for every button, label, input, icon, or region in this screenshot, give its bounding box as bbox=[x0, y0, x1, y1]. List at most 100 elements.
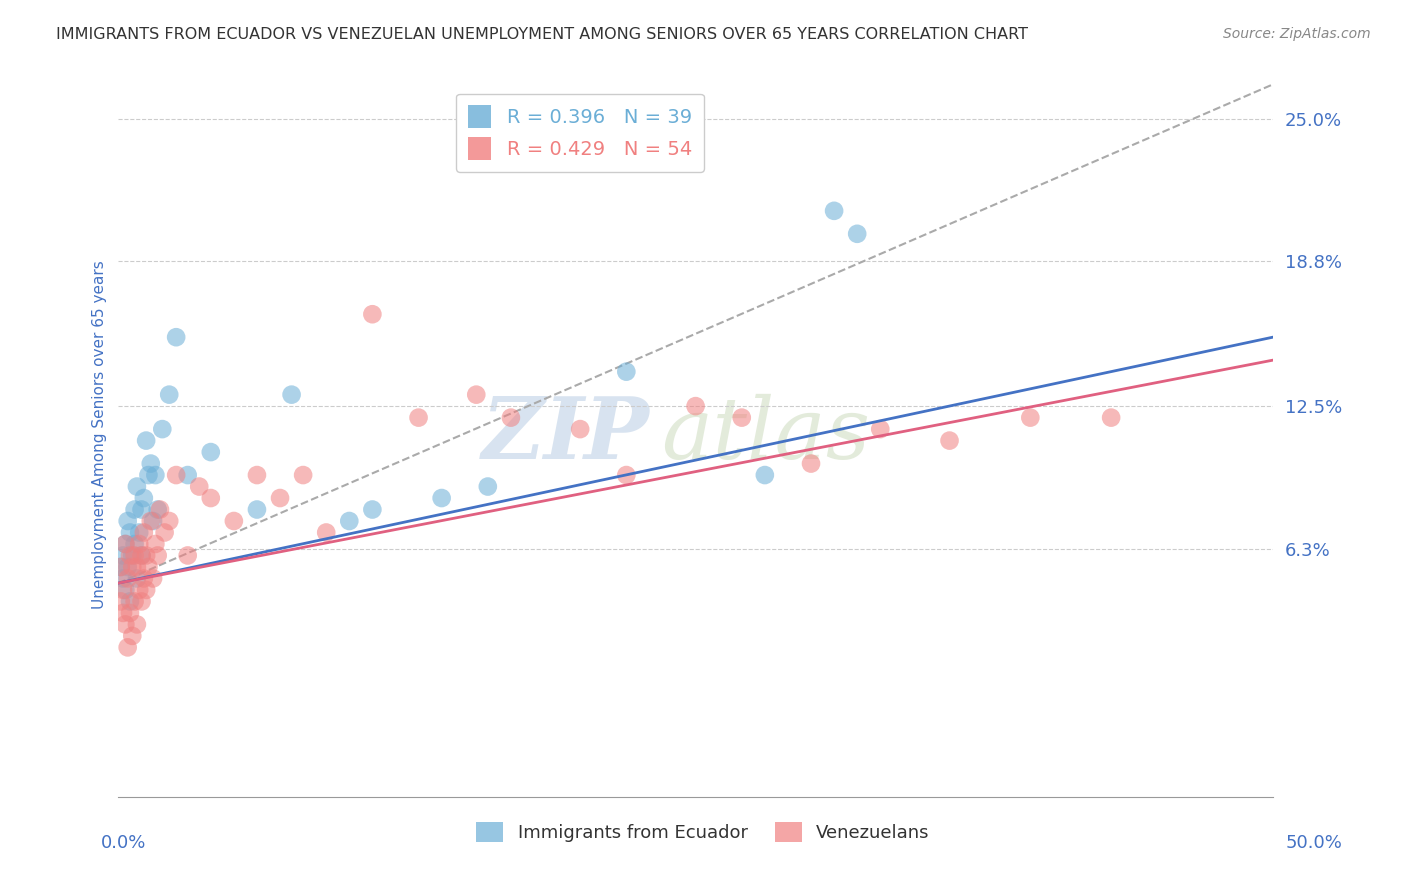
Point bbox=[150, 422, 173, 436]
Text: atlas: atlas bbox=[661, 393, 870, 476]
Point bbox=[246, 502, 269, 516]
Point bbox=[222, 514, 245, 528]
Point bbox=[614, 365, 637, 379]
Point bbox=[110, 560, 132, 574]
Point bbox=[117, 514, 139, 528]
Point bbox=[869, 422, 891, 436]
Point bbox=[165, 330, 187, 344]
Point bbox=[124, 594, 146, 608]
Point bbox=[292, 468, 315, 483]
Point bbox=[125, 560, 148, 574]
Point bbox=[112, 549, 135, 563]
Point bbox=[139, 514, 162, 528]
Point bbox=[800, 457, 823, 471]
Point bbox=[280, 387, 302, 401]
Point bbox=[110, 594, 132, 608]
Point bbox=[135, 582, 157, 597]
Point bbox=[145, 537, 167, 551]
Point bbox=[135, 434, 157, 448]
Point bbox=[157, 387, 180, 401]
Point bbox=[337, 514, 360, 528]
Point bbox=[132, 491, 155, 505]
Point bbox=[131, 549, 153, 563]
Point bbox=[138, 468, 160, 483]
Point bbox=[114, 582, 136, 597]
Point bbox=[846, 227, 869, 241]
Point bbox=[569, 422, 592, 436]
Point bbox=[188, 479, 211, 493]
Point bbox=[112, 571, 135, 585]
Point bbox=[124, 502, 146, 516]
Point bbox=[176, 468, 198, 483]
Point bbox=[149, 502, 172, 516]
Point bbox=[200, 491, 222, 505]
Point bbox=[731, 410, 754, 425]
Point bbox=[121, 560, 143, 574]
Point bbox=[200, 445, 222, 459]
Point bbox=[176, 549, 198, 563]
Point bbox=[118, 606, 141, 620]
Point bbox=[269, 491, 291, 505]
Point bbox=[131, 549, 153, 563]
Point bbox=[315, 525, 337, 540]
Point bbox=[477, 479, 499, 493]
Point bbox=[938, 434, 960, 448]
Point bbox=[124, 549, 146, 563]
Point bbox=[1099, 410, 1122, 425]
Point bbox=[132, 525, 155, 540]
Point bbox=[246, 468, 269, 483]
Point bbox=[142, 514, 165, 528]
Legend: Immigrants from Ecuador, Venezuelans: Immigrants from Ecuador, Venezuelans bbox=[470, 814, 936, 849]
Point bbox=[142, 571, 165, 585]
Y-axis label: Unemployment Among Seniors over 65 years: Unemployment Among Seniors over 65 years bbox=[93, 260, 107, 609]
Point bbox=[117, 571, 139, 585]
Point bbox=[361, 307, 384, 321]
Point bbox=[125, 479, 148, 493]
Text: 50.0%: 50.0% bbox=[1286, 834, 1343, 852]
Point bbox=[131, 594, 153, 608]
Point bbox=[430, 491, 453, 505]
Point bbox=[128, 525, 150, 540]
Point bbox=[125, 617, 148, 632]
Point bbox=[112, 582, 135, 597]
Point bbox=[754, 468, 776, 483]
Point bbox=[117, 640, 139, 655]
Point bbox=[153, 525, 176, 540]
Point bbox=[139, 457, 162, 471]
Point bbox=[121, 629, 143, 643]
Text: ZIP: ZIP bbox=[481, 393, 650, 476]
Point bbox=[408, 410, 430, 425]
Text: IMMIGRANTS FROM ECUADOR VS VENEZUELAN UNEMPLOYMENT AMONG SENIORS OVER 65 YEARS C: IMMIGRANTS FROM ECUADOR VS VENEZUELAN UN… bbox=[56, 27, 1028, 42]
Text: Source: ZipAtlas.com: Source: ZipAtlas.com bbox=[1223, 27, 1371, 41]
Point bbox=[165, 468, 187, 483]
Point bbox=[157, 514, 180, 528]
Point bbox=[138, 560, 160, 574]
Point bbox=[124, 537, 146, 551]
Point bbox=[823, 203, 845, 218]
Point bbox=[110, 560, 132, 574]
Point bbox=[118, 549, 141, 563]
Point bbox=[614, 468, 637, 483]
Point bbox=[132, 571, 155, 585]
Point bbox=[114, 537, 136, 551]
Point bbox=[146, 502, 169, 516]
Point bbox=[125, 571, 148, 585]
Point bbox=[1019, 410, 1042, 425]
Point bbox=[128, 582, 150, 597]
Point bbox=[146, 549, 169, 563]
Point bbox=[118, 594, 141, 608]
Point bbox=[114, 617, 136, 632]
Point bbox=[128, 537, 150, 551]
Point bbox=[499, 410, 522, 425]
Point bbox=[131, 502, 153, 516]
Point bbox=[361, 502, 384, 516]
Point bbox=[114, 537, 136, 551]
Point bbox=[117, 560, 139, 574]
Point bbox=[685, 399, 707, 413]
Point bbox=[121, 549, 143, 563]
Point bbox=[465, 387, 488, 401]
Point bbox=[145, 468, 167, 483]
Point bbox=[135, 549, 157, 563]
Text: 0.0%: 0.0% bbox=[101, 834, 146, 852]
Point bbox=[118, 525, 141, 540]
